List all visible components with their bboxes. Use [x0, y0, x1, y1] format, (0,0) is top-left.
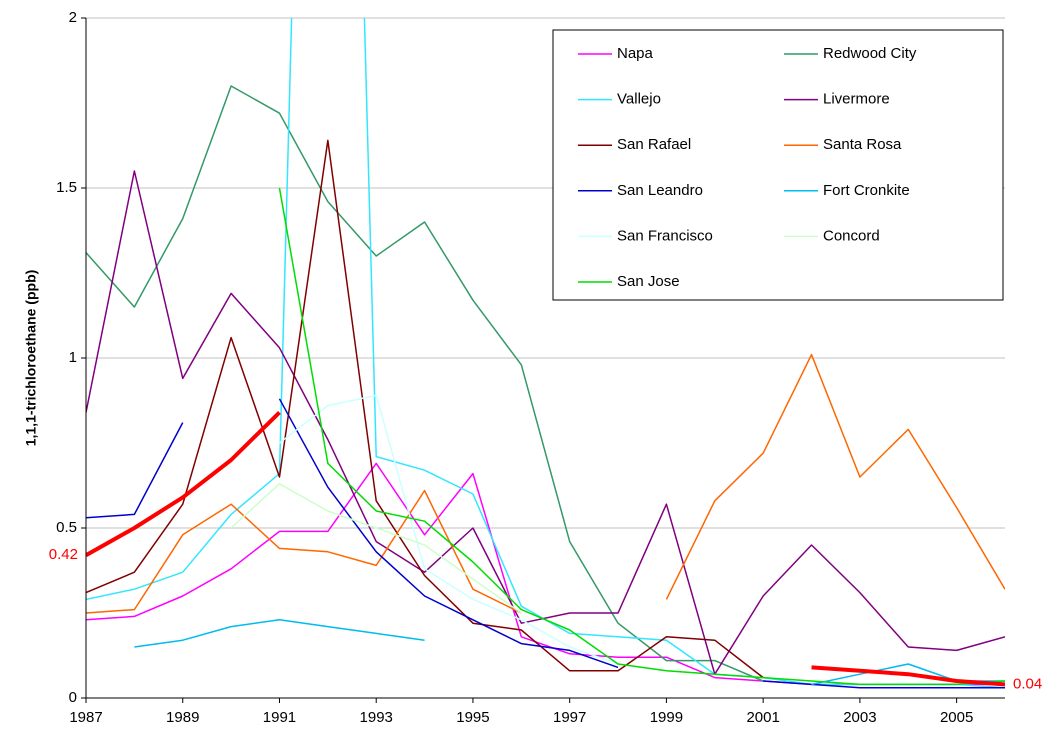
series-line [278, 398, 619, 669]
legend-label: Vallejo [617, 91, 661, 108]
y-tick-label: 0.5 [56, 519, 77, 536]
plot-lines [86, 18, 1005, 689]
y-axis-title: 1,1,1-trichloroethane (ppb) [23, 270, 39, 447]
x-tick-label: 1997 [553, 709, 586, 726]
x-tick-label: 1987 [69, 709, 102, 726]
annotation: 0.04 [1013, 675, 1042, 692]
legend-label: San Rafael [617, 136, 691, 153]
x-tick-label: 1999 [650, 709, 683, 726]
series-line [763, 680, 1005, 689]
annotation: 0.42 [49, 546, 78, 563]
legend-label: Livermore [823, 91, 890, 108]
legend-label: Concord [823, 227, 880, 244]
x-tick-label: 1993 [360, 709, 393, 726]
x-tick-label: 2005 [940, 709, 973, 726]
series-line [86, 489, 522, 614]
axes: 0 0.5 1 1.5 2 1987 1989 1991 1993 1995 1997 1999 200… [49, 9, 1042, 726]
x-tick-label: 2001 [746, 709, 779, 726]
y-tick-label: 1 [69, 349, 77, 366]
legend-label: San Jose [617, 273, 680, 290]
y-tick-label: 0 [69, 689, 77, 706]
legend-label: Santa Rosa [823, 136, 902, 153]
legend-box [552, 29, 1004, 301]
x-tick-label: 1989 [166, 709, 199, 726]
x-tick-label: 2003 [843, 709, 876, 726]
series-line [811, 665, 1005, 687]
series-line [230, 483, 522, 614]
y-tick-label: 1.5 [56, 179, 77, 196]
series-line [279, 394, 619, 665]
series-line [86, 410, 281, 557]
legend-label: Redwood City [823, 45, 917, 62]
series-line [86, 422, 184, 519]
y-tick-label: 2 [69, 9, 77, 26]
x-tick-label: 1991 [263, 709, 296, 726]
x-tick-label: 1995 [456, 709, 489, 726]
legend-label: Fort Cronkite [823, 182, 910, 199]
legend: Napa Redwood City Vallejo Livermore San Rafa… [578, 45, 917, 290]
legend-label: Napa [617, 45, 654, 62]
series-line [86, 139, 764, 679]
series-line [86, 170, 1005, 675]
series-line [278, 187, 1005, 686]
legend-label: San Leandro [617, 182, 703, 199]
series-line [134, 619, 425, 648]
series-line [665, 353, 1005, 600]
legend-label: San Francisco [617, 227, 713, 244]
